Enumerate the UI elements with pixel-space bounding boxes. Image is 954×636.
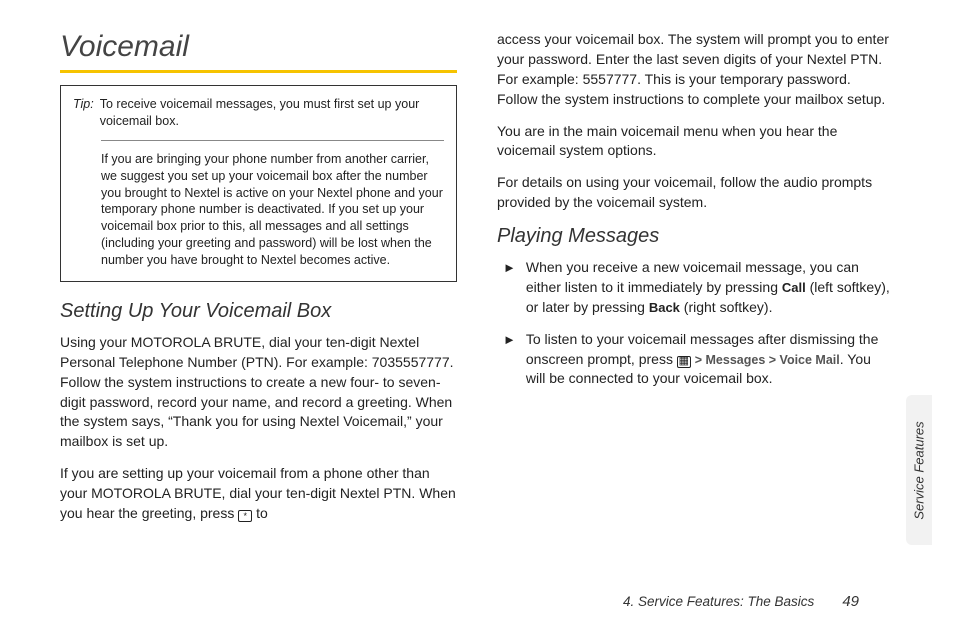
setup-paragraph-4: You are in the main voicemail menu when …	[497, 122, 894, 162]
setup-paragraph-2: If you are setting up your voicemail fro…	[60, 464, 457, 524]
section-heading-playing: Playing Messages	[497, 225, 894, 248]
menu-key-icon	[677, 356, 691, 368]
page-footer: 4. Service Features: The Basics 49	[623, 593, 859, 610]
page-number: 49	[842, 593, 859, 610]
tip-divider	[101, 140, 444, 141]
section-heading-setup: Setting Up Your Voicemail Box	[60, 300, 457, 323]
path-voicemail: Voice Mail	[780, 353, 840, 367]
bullet-item-2: ► To listen to your voicemail messages a…	[497, 330, 894, 390]
right-column: access your voicemail box. The system wi…	[497, 30, 894, 536]
manual-page: Voicemail Tip: To receive voicemail mess…	[0, 0, 954, 636]
bullet-marker-icon: ►	[503, 258, 516, 318]
setup-paragraph-5: For details on using your voicemail, fol…	[497, 173, 894, 213]
chevron-right-icon: >	[695, 353, 706, 367]
footer-chapter: 4. Service Features: The Basics	[623, 594, 814, 609]
tip-label: Tip:	[73, 96, 94, 130]
bullet-1-text: When you receive a new voicemail message…	[526, 258, 894, 318]
chevron-right-icon: >	[765, 353, 779, 367]
section-tab-label: Service Features	[912, 421, 927, 519]
back-softkey-label: Back	[649, 300, 680, 315]
page-title: Voicemail	[60, 30, 457, 64]
bullet-2-text: To listen to your voicemail messages aft…	[526, 330, 894, 390]
b1-post: (right softkey).	[680, 299, 773, 315]
left-column: Voicemail Tip: To receive voicemail mess…	[60, 30, 457, 536]
tip-callout: Tip: To receive voicemail messages, you …	[60, 85, 457, 282]
star-key-icon: *	[238, 510, 252, 522]
p2-post: to	[252, 505, 268, 521]
setup-paragraph-3: access your voicemail box. The system wi…	[497, 30, 894, 110]
path-messages: Messages	[706, 353, 766, 367]
tip-line-1: To receive voicemail messages, you must …	[100, 96, 444, 130]
bullet-marker-icon: ►	[503, 330, 516, 390]
accent-divider	[60, 70, 457, 73]
two-column-layout: Voicemail Tip: To receive voicemail mess…	[60, 30, 894, 536]
setup-paragraph-1: Using your MOTOROLA BRUTE, dial your ten…	[60, 333, 457, 452]
call-softkey-label: Call	[782, 280, 806, 295]
bullet-item-1: ► When you receive a new voicemail messa…	[497, 258, 894, 318]
section-tab: Service Features	[906, 395, 932, 545]
tip-line-2: If you are bringing your phone number fr…	[101, 151, 444, 269]
